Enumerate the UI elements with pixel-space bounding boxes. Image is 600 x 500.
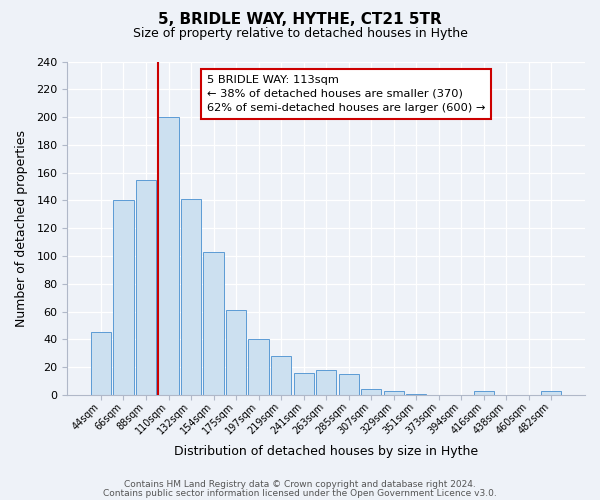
Bar <box>541 391 562 395</box>
Y-axis label: Number of detached properties: Number of detached properties <box>15 130 28 327</box>
Bar <box>158 117 179 395</box>
Bar <box>316 370 336 395</box>
Bar <box>293 373 314 395</box>
Text: Size of property relative to detached houses in Hythe: Size of property relative to detached ho… <box>133 28 467 40</box>
Bar <box>383 391 404 395</box>
X-axis label: Distribution of detached houses by size in Hythe: Distribution of detached houses by size … <box>174 444 478 458</box>
Bar <box>226 310 246 395</box>
Bar <box>203 252 224 395</box>
Bar <box>91 332 111 395</box>
Text: Contains HM Land Registry data © Crown copyright and database right 2024.: Contains HM Land Registry data © Crown c… <box>124 480 476 489</box>
Bar <box>136 180 156 395</box>
Bar <box>406 394 427 395</box>
Bar <box>113 200 134 395</box>
Text: 5, BRIDLE WAY, HYTHE, CT21 5TR: 5, BRIDLE WAY, HYTHE, CT21 5TR <box>158 12 442 28</box>
Text: 5 BRIDLE WAY: 113sqm
← 38% of detached houses are smaller (370)
62% of semi-deta: 5 BRIDLE WAY: 113sqm ← 38% of detached h… <box>207 75 485 113</box>
Bar <box>248 340 269 395</box>
Bar <box>361 390 382 395</box>
Bar <box>271 356 291 395</box>
Bar <box>338 374 359 395</box>
Bar <box>181 199 201 395</box>
Bar <box>473 391 494 395</box>
Text: Contains public sector information licensed under the Open Government Licence v3: Contains public sector information licen… <box>103 488 497 498</box>
